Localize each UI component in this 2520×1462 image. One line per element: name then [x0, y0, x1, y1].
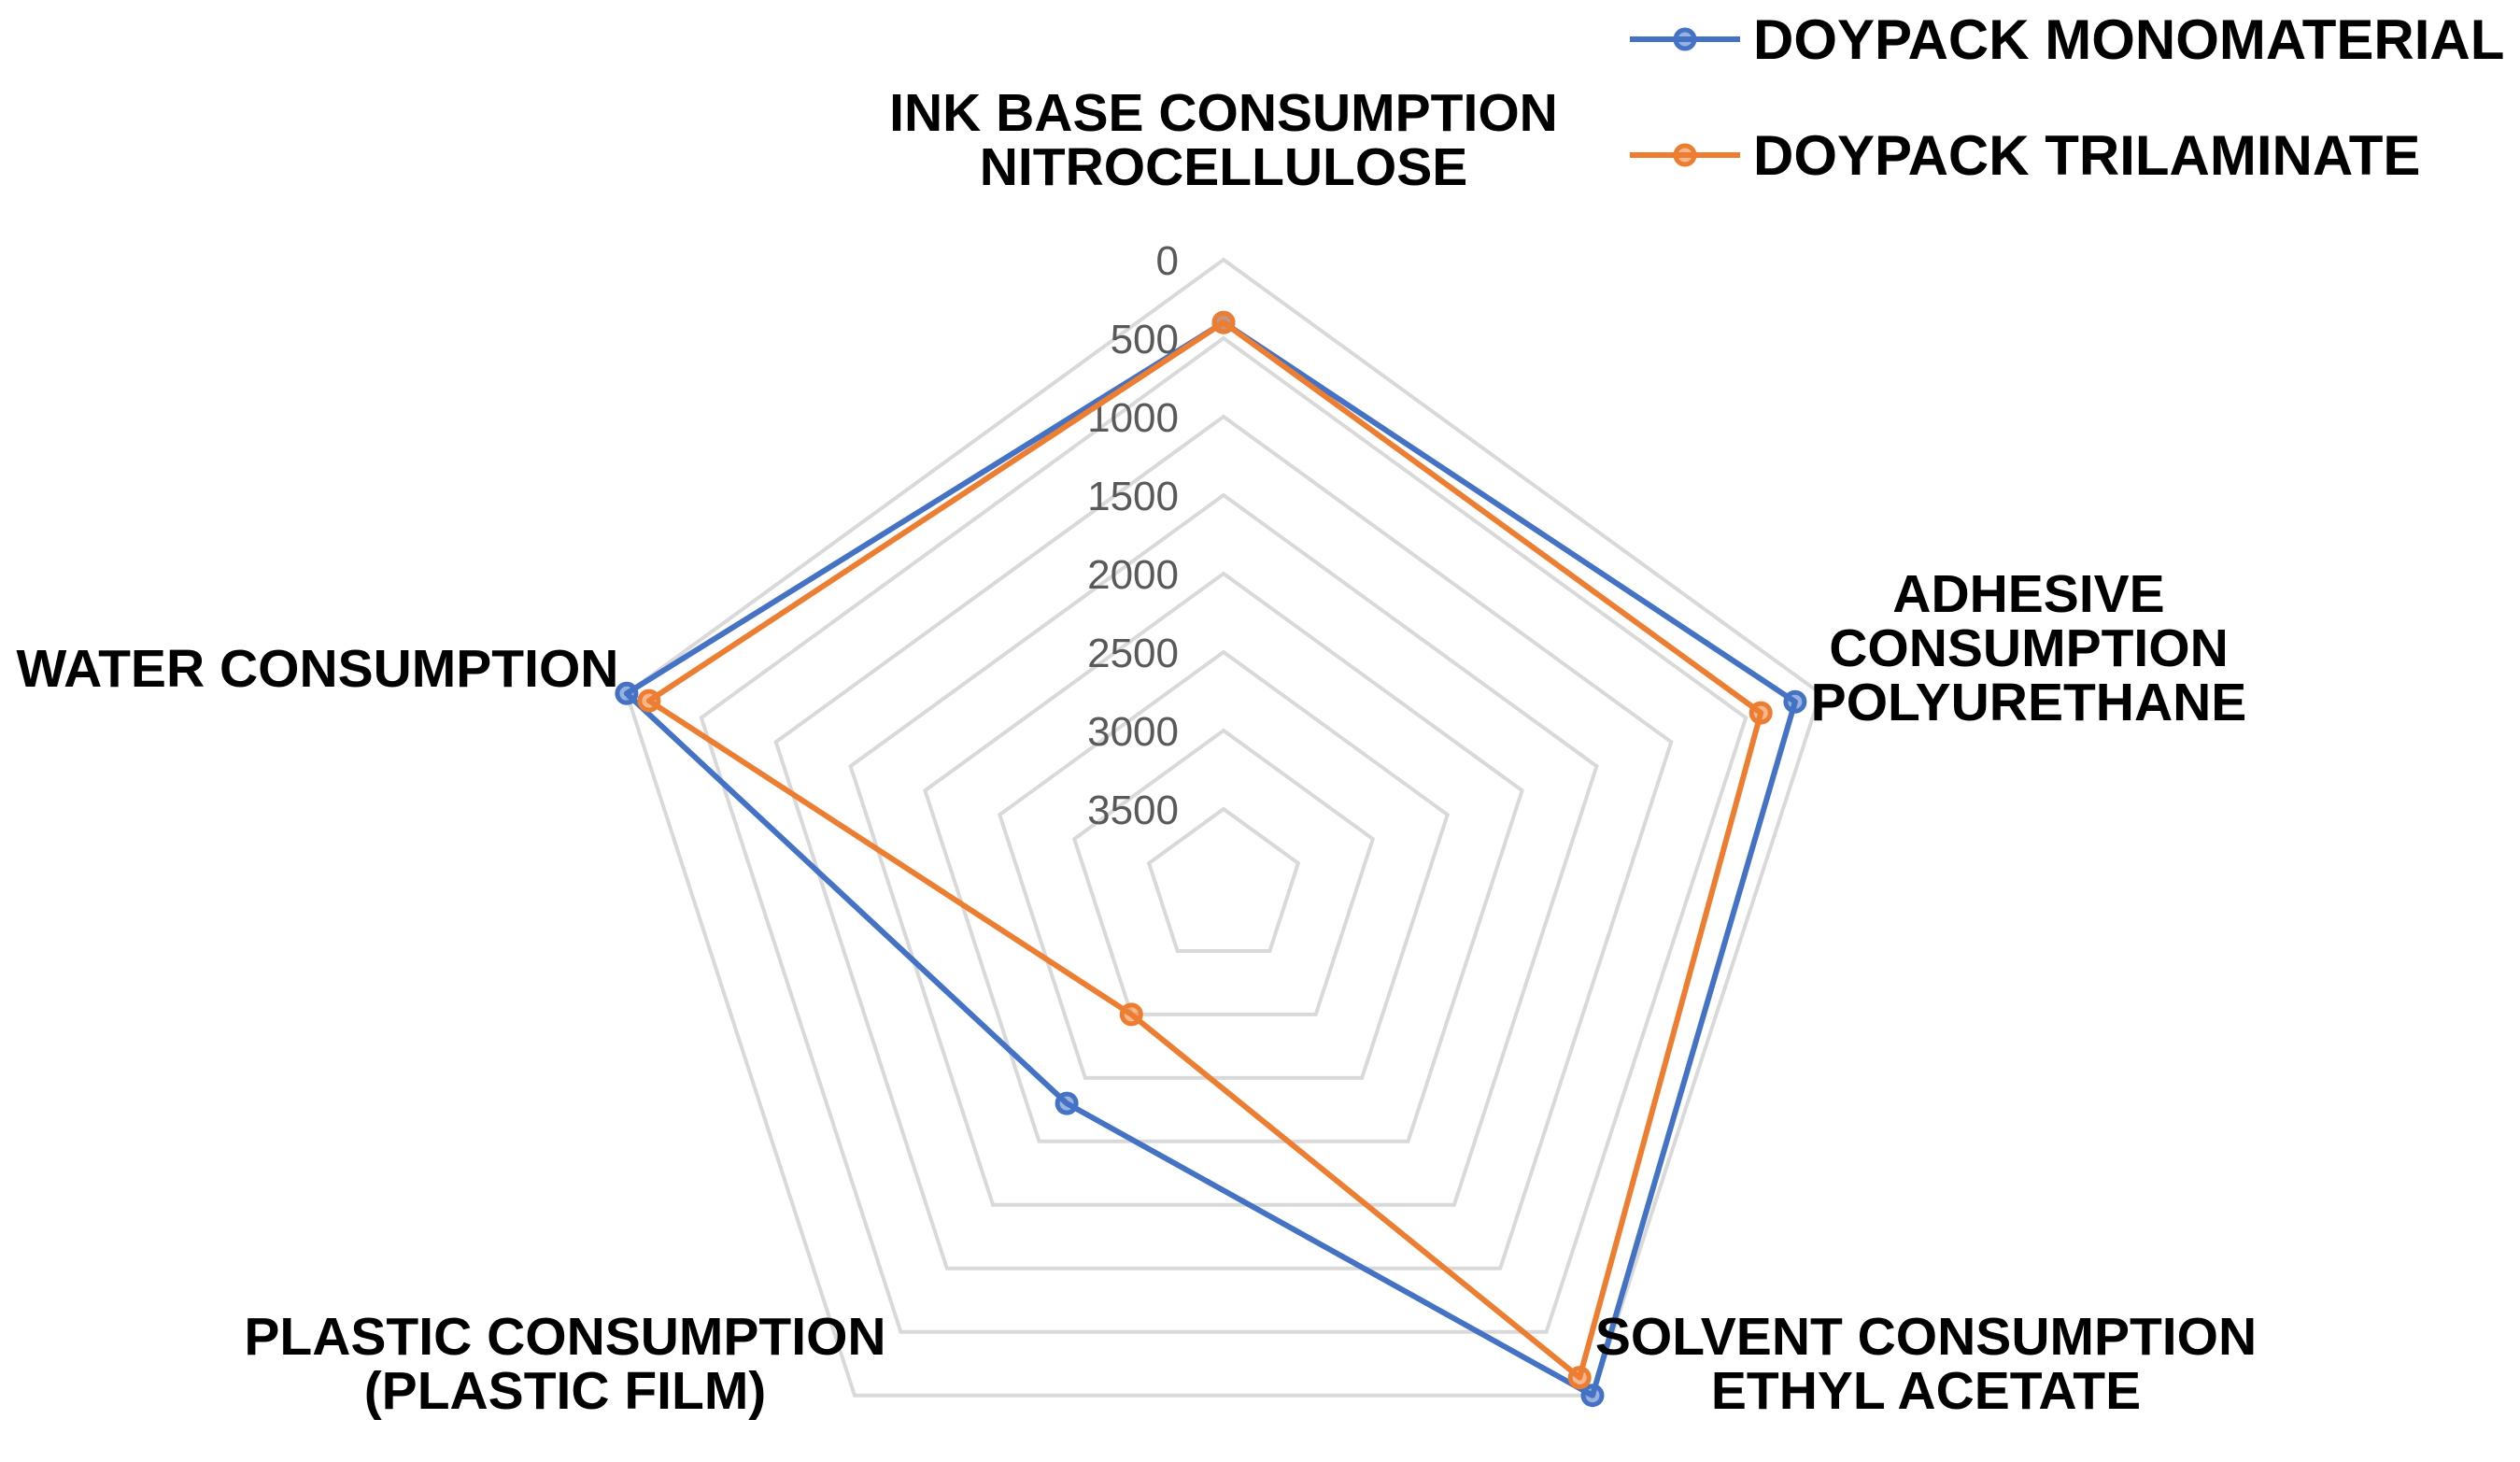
tick-label-0: 0 [1156, 238, 1179, 284]
data-point [1783, 689, 1807, 714]
axis-labels: INK BASE CONSUMPTION NITROCELLULOSE ADHESI… [17, 83, 2258, 1421]
grid-ring-3000 [1071, 728, 1376, 1016]
data-point [1055, 1091, 1079, 1115]
axis-label-line: POLYURETHANE [1811, 673, 2247, 732]
axis-label-5: WATER CONSUMPTION [17, 639, 619, 699]
series-1 [615, 310, 1807, 1408]
series-line [645, 319, 1764, 1381]
grid-ring-2500 [997, 649, 1451, 1080]
tick-label-1500: 1500 [1087, 474, 1179, 519]
axis-label-3: SOLVENT CONSUMPTION ETHYL ACETATE [1595, 1307, 2257, 1421]
grid-ring-1000 [773, 414, 1674, 1270]
series-2 [637, 310, 1773, 1390]
axis-label-line: ETHYL ACETATE [1711, 1361, 2141, 1421]
series-layer [615, 310, 1807, 1408]
data-point [1748, 701, 1773, 725]
data-point [1567, 1366, 1592, 1390]
legend-item-1: DOYPACK MONOMATERIAL [1630, 8, 2504, 71]
data-point [1580, 1384, 1605, 1408]
grid-ring-0 [624, 257, 1823, 1398]
axis-label-2: ADHESIVE CONSUMPTION POLYURETHANE [1811, 564, 2247, 732]
tick-label-2000: 2000 [1087, 552, 1179, 598]
grid-ring-2000 [923, 571, 1524, 1143]
grid-ring-500 [699, 335, 1748, 1334]
axis-label-line: ADHESIVE [1892, 564, 2164, 624]
legend-marker [1673, 143, 1697, 167]
axis-label-line: SOLVENT CONSUMPTION [1595, 1307, 2257, 1367]
data-point [1119, 1002, 1143, 1027]
axis-label-line: (PLASTIC FILM) [364, 1361, 767, 1421]
axis-label-line: WATER CONSUMPTION [17, 639, 619, 699]
legend-marker [1673, 27, 1697, 51]
axis-label-line: CONSUMPTION [1829, 618, 2229, 678]
grid-layer [624, 257, 1823, 1398]
axis-label-1: INK BASE CONSUMPTION NITROCELLULOSE [889, 83, 1558, 197]
grid-ring-3500 [1146, 806, 1301, 953]
data-point [637, 688, 661, 713]
legend: DOYPACK MONOMATERIAL DOYPACK TRILAMINATE [1630, 8, 2504, 187]
legend-label: DOYPACK MONOMATERIAL [1753, 8, 2504, 71]
axis-label-line: NITROCELLULOSE [980, 137, 1468, 197]
tick-label-3500: 3500 [1087, 788, 1179, 833]
data-point [1211, 310, 1236, 334]
grid-ring-1500 [848, 492, 1599, 1207]
tick-label-3000: 3000 [1087, 709, 1179, 755]
axis-label-line: INK BASE CONSUMPTION [889, 83, 1558, 143]
legend-label: DOYPACK TRILAMINATE [1753, 124, 2420, 187]
axis-label-4: PLASTIC CONSUMPTION (PLASTIC FILM) [244, 1307, 885, 1421]
series-line [623, 319, 1798, 1398]
legend-item-2: DOYPACK TRILAMINATE [1630, 124, 2420, 187]
data-point [615, 681, 639, 705]
tick-label-2500: 2500 [1087, 631, 1179, 676]
axis-label-line: PLASTIC CONSUMPTION [244, 1307, 885, 1367]
